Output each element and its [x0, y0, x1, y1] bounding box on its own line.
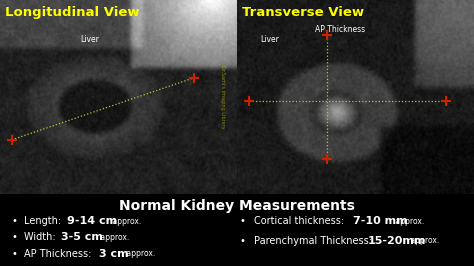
Text: approx.: approx. [110, 217, 141, 226]
Text: •: • [239, 217, 245, 226]
Text: •: • [12, 217, 18, 226]
Text: 3 cm: 3 cm [99, 249, 129, 259]
Text: Cortical thickness:: Cortical thickness: [254, 217, 347, 226]
Text: 15-20mm: 15-20mm [368, 236, 427, 246]
Text: Dr.Sami's Imaging Library: Dr.Sami's Imaging Library [220, 65, 225, 129]
Text: 3-5 cm: 3-5 cm [62, 232, 103, 242]
Text: approx.: approx. [124, 249, 155, 258]
Text: Length:: Length: [24, 217, 64, 226]
Text: Liver: Liver [261, 35, 280, 44]
Text: Normal Kidney Measurements: Normal Kidney Measurements [119, 199, 355, 213]
Text: Width:: Width: [24, 232, 58, 242]
Text: 7-10 mm: 7-10 mm [353, 217, 408, 226]
Text: •: • [12, 249, 18, 259]
Text: AP Thickness:: AP Thickness: [24, 249, 94, 259]
Text: AP Thickness: AP Thickness [315, 25, 365, 34]
Text: approx.: approx. [393, 217, 424, 226]
Text: approx.: approx. [408, 236, 439, 245]
Text: •: • [12, 232, 18, 242]
Text: approx.: approx. [99, 233, 130, 242]
Text: Transverse View: Transverse View [242, 6, 364, 19]
Text: Parenchymal Thickness:: Parenchymal Thickness: [254, 236, 375, 246]
Text: •: • [239, 236, 245, 246]
Text: 9-14 cm: 9-14 cm [67, 217, 117, 226]
Text: Liver: Liver [81, 35, 100, 44]
Text: Longitudinal View: Longitudinal View [5, 6, 139, 19]
